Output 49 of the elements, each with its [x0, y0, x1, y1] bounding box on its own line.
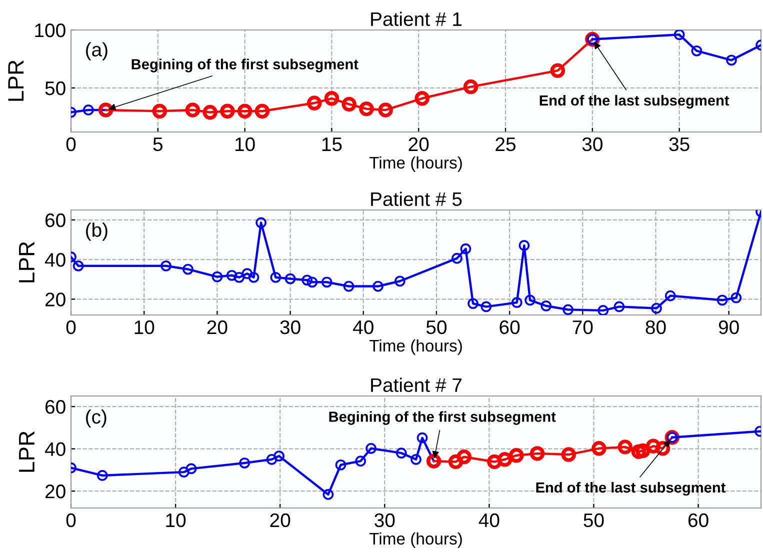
y-axis-title: LPR [19, 431, 34, 472]
x-tick-label: 30 [582, 137, 602, 152]
annotation: Begining of the first subsegment [329, 411, 556, 425]
x-tick-label: 90 [718, 320, 739, 334]
x-axis-title: Time (hours) [369, 156, 462, 172]
x-tick-label: 50 [426, 320, 447, 334]
y-tick-label: 20 [45, 292, 66, 306]
x-tick-label: 20 [408, 137, 429, 152]
y-tick-label: 40 [44, 252, 66, 267]
x-tick-label: 70 [572, 320, 593, 334]
x-tick-label: 25 [496, 137, 516, 152]
x-tick-label: 20 [270, 513, 290, 528]
x-tick-label: 0 [66, 513, 76, 528]
x-tick-label: 40 [353, 320, 374, 334]
x-tick-label: 60 [500, 320, 520, 334]
x-tick-label: 20 [207, 320, 228, 334]
x-tick-label: 10 [134, 320, 154, 334]
y-tick-label: 60 [46, 400, 66, 414]
y-axis-title: LPR [8, 60, 24, 101]
x-tick-label: 10 [235, 137, 255, 152]
x-tick-label: 30 [280, 320, 300, 334]
y-tick-label: 100 [35, 23, 66, 38]
x-tick-label: 0 [66, 137, 76, 152]
annotation: (a) [86, 42, 108, 60]
x-axis-title: Time (hours) [369, 532, 462, 548]
chart-title: Patient # 7 [371, 378, 462, 392]
chart-title: Patient # 5 [371, 192, 462, 206]
y-tick-label: 60 [46, 213, 66, 228]
x-tick-label: 30 [374, 513, 395, 528]
x-tick-label: 15 [322, 138, 342, 152]
annotation: End of the last subsegment [536, 482, 726, 496]
x-axis-title: Time (hours) [369, 339, 462, 355]
x-tick-label: 50 [584, 513, 604, 528]
y-tick-label: 20 [45, 484, 66, 498]
x-tick-label: 0 [66, 320, 76, 334]
chart-title: Patient # 1 [371, 12, 462, 26]
annotation: End of the last subsegment [540, 94, 730, 109]
annotation: (b) [86, 222, 108, 241]
y-axis-title: LPR [19, 242, 34, 282]
x-tick-label: 35 [669, 137, 690, 152]
x-tick-label: 5 [153, 138, 162, 152]
x-tick-label: 40 [478, 513, 500, 528]
annotation: (c) [86, 409, 106, 428]
x-tick-label: 60 [688, 513, 708, 528]
x-tick-label: 10 [166, 513, 186, 528]
x-tick-label: 80 [646, 320, 666, 334]
y-tick-label: 40 [44, 442, 66, 456]
y-tick-label: 50 [45, 81, 66, 96]
annotation: Begining of the first subsegment [132, 58, 358, 72]
